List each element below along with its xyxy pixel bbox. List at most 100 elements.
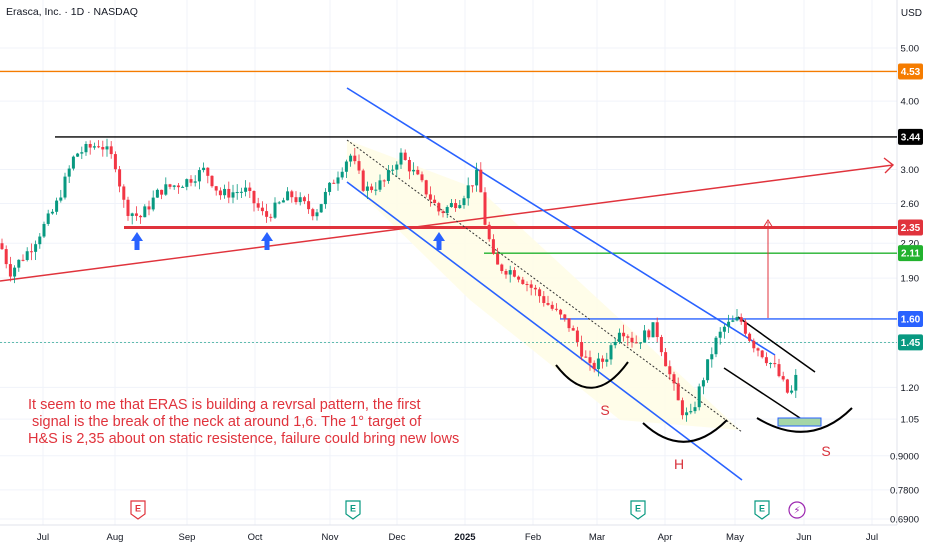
y-tick-label: 1.90 <box>901 274 920 285</box>
candle-body <box>185 179 189 187</box>
x-tick-label: 2025 <box>454 532 476 543</box>
y-tick-label: 1.20 <box>901 383 920 394</box>
candle-body <box>546 302 550 305</box>
candle-body <box>353 155 357 162</box>
y-tick-label: 2.60 <box>901 199 920 210</box>
pattern-label: S <box>600 402 609 418</box>
x-tick-label: Feb <box>525 532 541 543</box>
candle-body <box>197 170 201 182</box>
candle-body <box>239 191 243 193</box>
x-tick-label: Jul <box>37 532 49 543</box>
candle-body <box>46 213 50 224</box>
candle-body <box>588 357 592 363</box>
candle-body <box>84 143 88 153</box>
candle-body <box>445 207 449 214</box>
candle-body <box>685 412 689 416</box>
candle-body <box>454 203 458 209</box>
candle-body <box>739 317 743 322</box>
y-tick-label: 5.00 <box>901 44 920 55</box>
candle-body <box>181 186 185 188</box>
candle-body <box>407 159 411 172</box>
candle-body <box>609 345 613 360</box>
candle-body <box>34 244 38 252</box>
candle-body <box>378 180 382 190</box>
candle-body <box>126 199 130 216</box>
candle-body <box>735 317 739 321</box>
y-tick-label: 3.00 <box>901 165 920 176</box>
candle-body <box>42 223 46 237</box>
candle-body <box>344 161 348 172</box>
candle-body <box>164 184 168 195</box>
candle-body <box>559 309 563 315</box>
candle-body <box>298 197 302 203</box>
candle-body <box>294 197 298 203</box>
candle-body <box>370 186 374 191</box>
candles <box>0 138 798 422</box>
candle-body <box>655 322 659 338</box>
candle-body <box>412 169 416 172</box>
candle-body <box>731 320 735 322</box>
support-arrow-icon <box>131 232 143 250</box>
candle-body <box>323 191 327 205</box>
candle-body <box>756 348 760 351</box>
candle-body <box>227 188 231 198</box>
candle-body <box>638 342 642 344</box>
head-arc <box>642 419 728 443</box>
y-tick-label: 2.20 <box>901 239 920 250</box>
x-tick-label: Apr <box>658 532 673 543</box>
candle-body <box>475 169 479 186</box>
earnings-label: E <box>350 504 356 514</box>
candle-body <box>592 362 596 370</box>
level-tag-label: 2.11 <box>901 249 920 260</box>
candle-body <box>386 170 390 182</box>
candle-body <box>605 359 609 362</box>
candle-body <box>533 287 537 290</box>
candle-body <box>319 204 323 213</box>
trend-line <box>0 164 894 282</box>
candle-body <box>332 182 336 184</box>
candle-body <box>365 186 369 191</box>
candle-body <box>466 185 470 199</box>
annotation-line: It seem to me that ERAS is building a re… <box>28 397 420 413</box>
candle-body <box>76 153 80 157</box>
candle-body <box>601 358 605 362</box>
candle-body <box>273 202 277 218</box>
earnings-badge <box>630 500 646 520</box>
support-arrow-icon <box>261 232 273 250</box>
candle-body <box>790 390 794 393</box>
candle-body <box>223 188 227 196</box>
candle-body <box>231 192 235 198</box>
candle-body <box>643 330 647 343</box>
candle-body <box>118 169 122 187</box>
y-tick-label: 4.00 <box>901 97 920 108</box>
candle-body <box>29 251 33 253</box>
candle-body <box>130 213 134 216</box>
candle-body <box>105 146 109 150</box>
trend-arrowhead <box>883 157 895 174</box>
level-tag-label: 1.60 <box>901 314 921 325</box>
candle-body <box>517 276 521 280</box>
candle-body <box>210 175 214 187</box>
candle-body <box>525 284 529 286</box>
candle-body <box>269 216 273 218</box>
earnings-icon: E <box>130 500 146 520</box>
candle-body <box>785 379 789 393</box>
candle-body <box>109 146 113 155</box>
flag-lower <box>723 367 804 421</box>
candle-body <box>97 146 101 148</box>
candle-body <box>718 331 722 338</box>
candle-body <box>710 354 714 360</box>
level-tag <box>898 310 923 327</box>
candle-body <box>122 186 126 200</box>
level-tag <box>898 219 923 236</box>
x-tick-label: Jul <box>866 532 878 543</box>
candle-body <box>722 326 726 332</box>
candle-body <box>55 200 59 212</box>
candle-body <box>437 203 441 212</box>
candle-body <box>395 164 399 170</box>
y-tick-label: 0.6900 <box>890 515 919 526</box>
y-tick-label: 0.7800 <box>890 485 919 496</box>
split-label: ⚡ <box>793 506 800 517</box>
candle-body <box>504 271 508 275</box>
